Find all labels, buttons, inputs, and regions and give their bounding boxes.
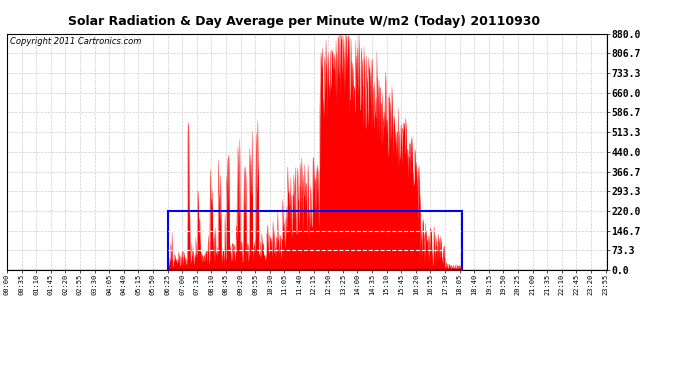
Text: Copyright 2011 Cartronics.com: Copyright 2011 Cartronics.com bbox=[10, 37, 141, 46]
Text: Solar Radiation & Day Average per Minute W/m2 (Today) 20110930: Solar Radiation & Day Average per Minute… bbox=[68, 15, 540, 28]
Bar bbox=[168, 211, 462, 270]
